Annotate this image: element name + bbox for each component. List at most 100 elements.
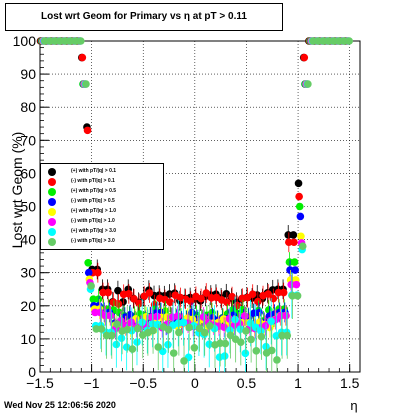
data-point	[297, 232, 305, 241]
legend-marker	[48, 218, 56, 226]
data-point	[200, 328, 209, 337]
y-tick-label: 20	[20, 298, 36, 314]
legend-label: (-) with pT/|q| > 1.0	[71, 218, 115, 224]
data-point	[257, 327, 265, 335]
data-point	[221, 339, 230, 348]
data-point	[199, 313, 208, 321]
data-point	[164, 340, 172, 349]
legend-label: (+) with pT/|q| > 0.1	[71, 168, 117, 174]
data-point	[273, 356, 281, 364]
x-tick-label: 0	[191, 375, 199, 391]
y-tick-label: 40	[20, 232, 36, 248]
data-point	[304, 80, 312, 88]
data-point	[195, 324, 204, 333]
series-group	[40, 37, 353, 372]
legend-label: (+) with pT/|q| > 0.5	[71, 188, 117, 194]
legend-label: (+) with pT/|q| > 3.0	[71, 228, 117, 234]
data-point	[82, 80, 90, 88]
data-point	[83, 126, 92, 135]
data-point	[164, 325, 173, 334]
legend-label: (-) with pT/|q| > 3.0	[71, 238, 115, 244]
legend-entry: (+) with pT/|q| > 0.5	[41, 187, 161, 197]
legend-label: (+) with pT/|q| > 1.0	[71, 208, 117, 214]
data-point	[226, 331, 235, 340]
legend-marker	[48, 198, 56, 206]
data-point	[114, 300, 123, 308]
data-point	[262, 342, 270, 351]
data-point	[300, 53, 309, 62]
data-point	[292, 280, 301, 289]
data-point	[128, 345, 137, 353]
data-point	[130, 295, 138, 303]
timestamp: Wed Nov 25 12:06:56 2020	[4, 400, 116, 410]
data-point	[254, 297, 262, 306]
data-point	[231, 315, 239, 324]
data-point	[149, 326, 157, 335]
data-point	[220, 352, 229, 360]
data-point	[269, 294, 278, 303]
data-point	[257, 332, 266, 341]
data-point	[153, 312, 161, 321]
data-point	[84, 258, 92, 267]
data-point	[295, 192, 303, 201]
legend-entry: (+) with pT/|q| > 1.0	[41, 207, 161, 217]
data-point	[267, 317, 275, 326]
data-point	[77, 37, 85, 45]
data-point	[185, 323, 193, 332]
data-point	[94, 268, 102, 277]
x-tick-label: 1.5	[340, 375, 360, 391]
data-point	[135, 299, 143, 308]
data-point	[345, 37, 353, 45]
data-point	[296, 212, 305, 221]
title-box: Lost wrt Geom for Primary vs η at pT > 0…	[5, 3, 283, 31]
data-point	[94, 295, 103, 303]
legend-marker	[48, 208, 56, 216]
legend-label: (-) with pT/|q| > 0.5	[71, 198, 115, 204]
data-point	[104, 288, 112, 297]
legend-marker	[48, 188, 56, 196]
data-point	[279, 288, 288, 297]
data-point	[298, 242, 307, 251]
data-point	[112, 340, 121, 349]
data-point	[114, 286, 122, 295]
data-point	[246, 319, 255, 328]
data-point	[228, 292, 236, 301]
data-point	[179, 318, 188, 327]
data-point	[282, 311, 290, 320]
data-point	[293, 292, 302, 300]
chart-title: Lost wrt Geom for Primary vs η at pT > 0…	[41, 11, 247, 22]
legend-entry: (-) with pT/|q| > 3.0	[41, 237, 161, 247]
data-point	[166, 298, 174, 307]
data-point	[97, 325, 106, 333]
data-point	[190, 343, 199, 352]
data-point	[123, 325, 132, 334]
data-point	[289, 231, 298, 239]
data-point	[225, 314, 234, 323]
x-tick-label: 0.5	[237, 375, 257, 391]
data-point	[133, 324, 142, 333]
x-axis-label: η	[350, 398, 357, 413]
data-point	[237, 338, 245, 347]
data-point	[222, 290, 231, 298]
data-point	[220, 323, 228, 332]
data-point	[242, 327, 250, 335]
data-point	[138, 318, 146, 327]
data-point	[247, 335, 255, 344]
y-tick-label: 100	[13, 33, 37, 49]
legend-marker	[48, 238, 56, 246]
data-point	[107, 331, 116, 340]
y-tick-label: 80	[20, 99, 36, 115]
data-point	[283, 331, 292, 340]
legend: (+) with pT/|q| > 0.1 (-) with pT/|q| > 0…	[40, 163, 164, 250]
data-point	[241, 349, 250, 358]
legend-entry: (-) with pT/|q| > 1.0	[41, 217, 161, 227]
data-marks	[36, 37, 353, 372]
data-point	[240, 312, 249, 320]
data-point	[223, 298, 231, 306]
data-point	[252, 347, 261, 355]
x-tick-label: −0.5	[129, 375, 157, 391]
data-point	[117, 334, 126, 342]
data-point	[180, 357, 188, 365]
y-tick-label: 90	[20, 66, 36, 82]
